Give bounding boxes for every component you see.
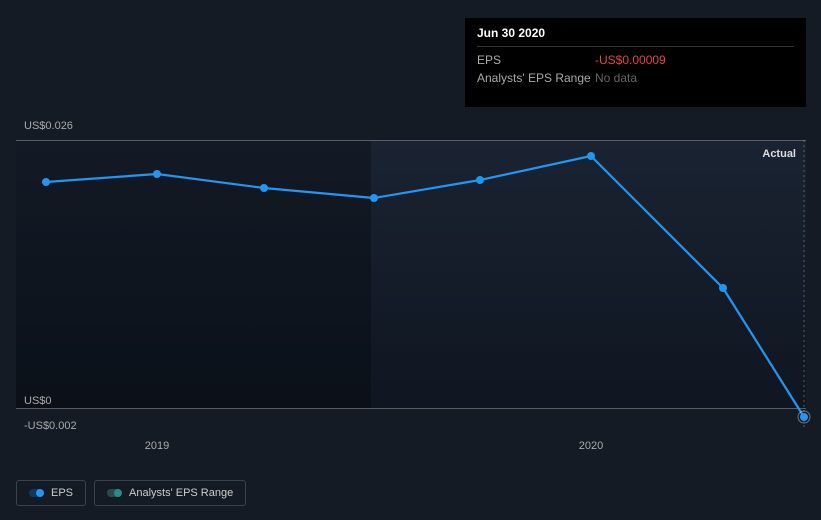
y-axis-label-bottom: -US$0.002: [24, 420, 77, 432]
y-axis-label-top: US$0.026: [24, 120, 73, 132]
legend-swatch-icon: [107, 489, 121, 497]
eps-series: [42, 152, 810, 423]
y-axis-label-zero: US$0: [24, 395, 52, 407]
legend-label: EPS: [51, 487, 73, 499]
legend-item-eps[interactable]: EPS: [16, 480, 86, 506]
x-axis-label-2019: 2019: [145, 440, 169, 452]
tooltip-row: Analysts' EPS Range No data: [477, 69, 794, 87]
tooltip-value: -US$0.00009: [595, 53, 666, 67]
legend-item-analysts-range[interactable]: Analysts' EPS Range: [94, 480, 246, 506]
chart-legend: EPS Analysts' EPS Range: [16, 480, 246, 506]
legend-swatch-icon: [29, 489, 43, 497]
tooltip-label: Analysts' EPS Range: [477, 71, 595, 85]
chart-tooltip: Jun 30 2020 EPS -US$0.00009 Analysts' EP…: [465, 18, 806, 107]
legend-label: Analysts' EPS Range: [129, 487, 233, 499]
chart-svg-layer: [16, 140, 806, 430]
eps-line-chart[interactable]: Actual US$0 -US$0.002 2019 2020: [16, 140, 806, 430]
tooltip-date: Jun 30 2020: [477, 26, 794, 47]
tooltip-row: EPS -US$0.00009: [477, 51, 794, 69]
x-axis-label-2020: 2020: [579, 440, 603, 452]
tooltip-value: No data: [595, 71, 637, 85]
tooltip-label: EPS: [477, 53, 595, 67]
